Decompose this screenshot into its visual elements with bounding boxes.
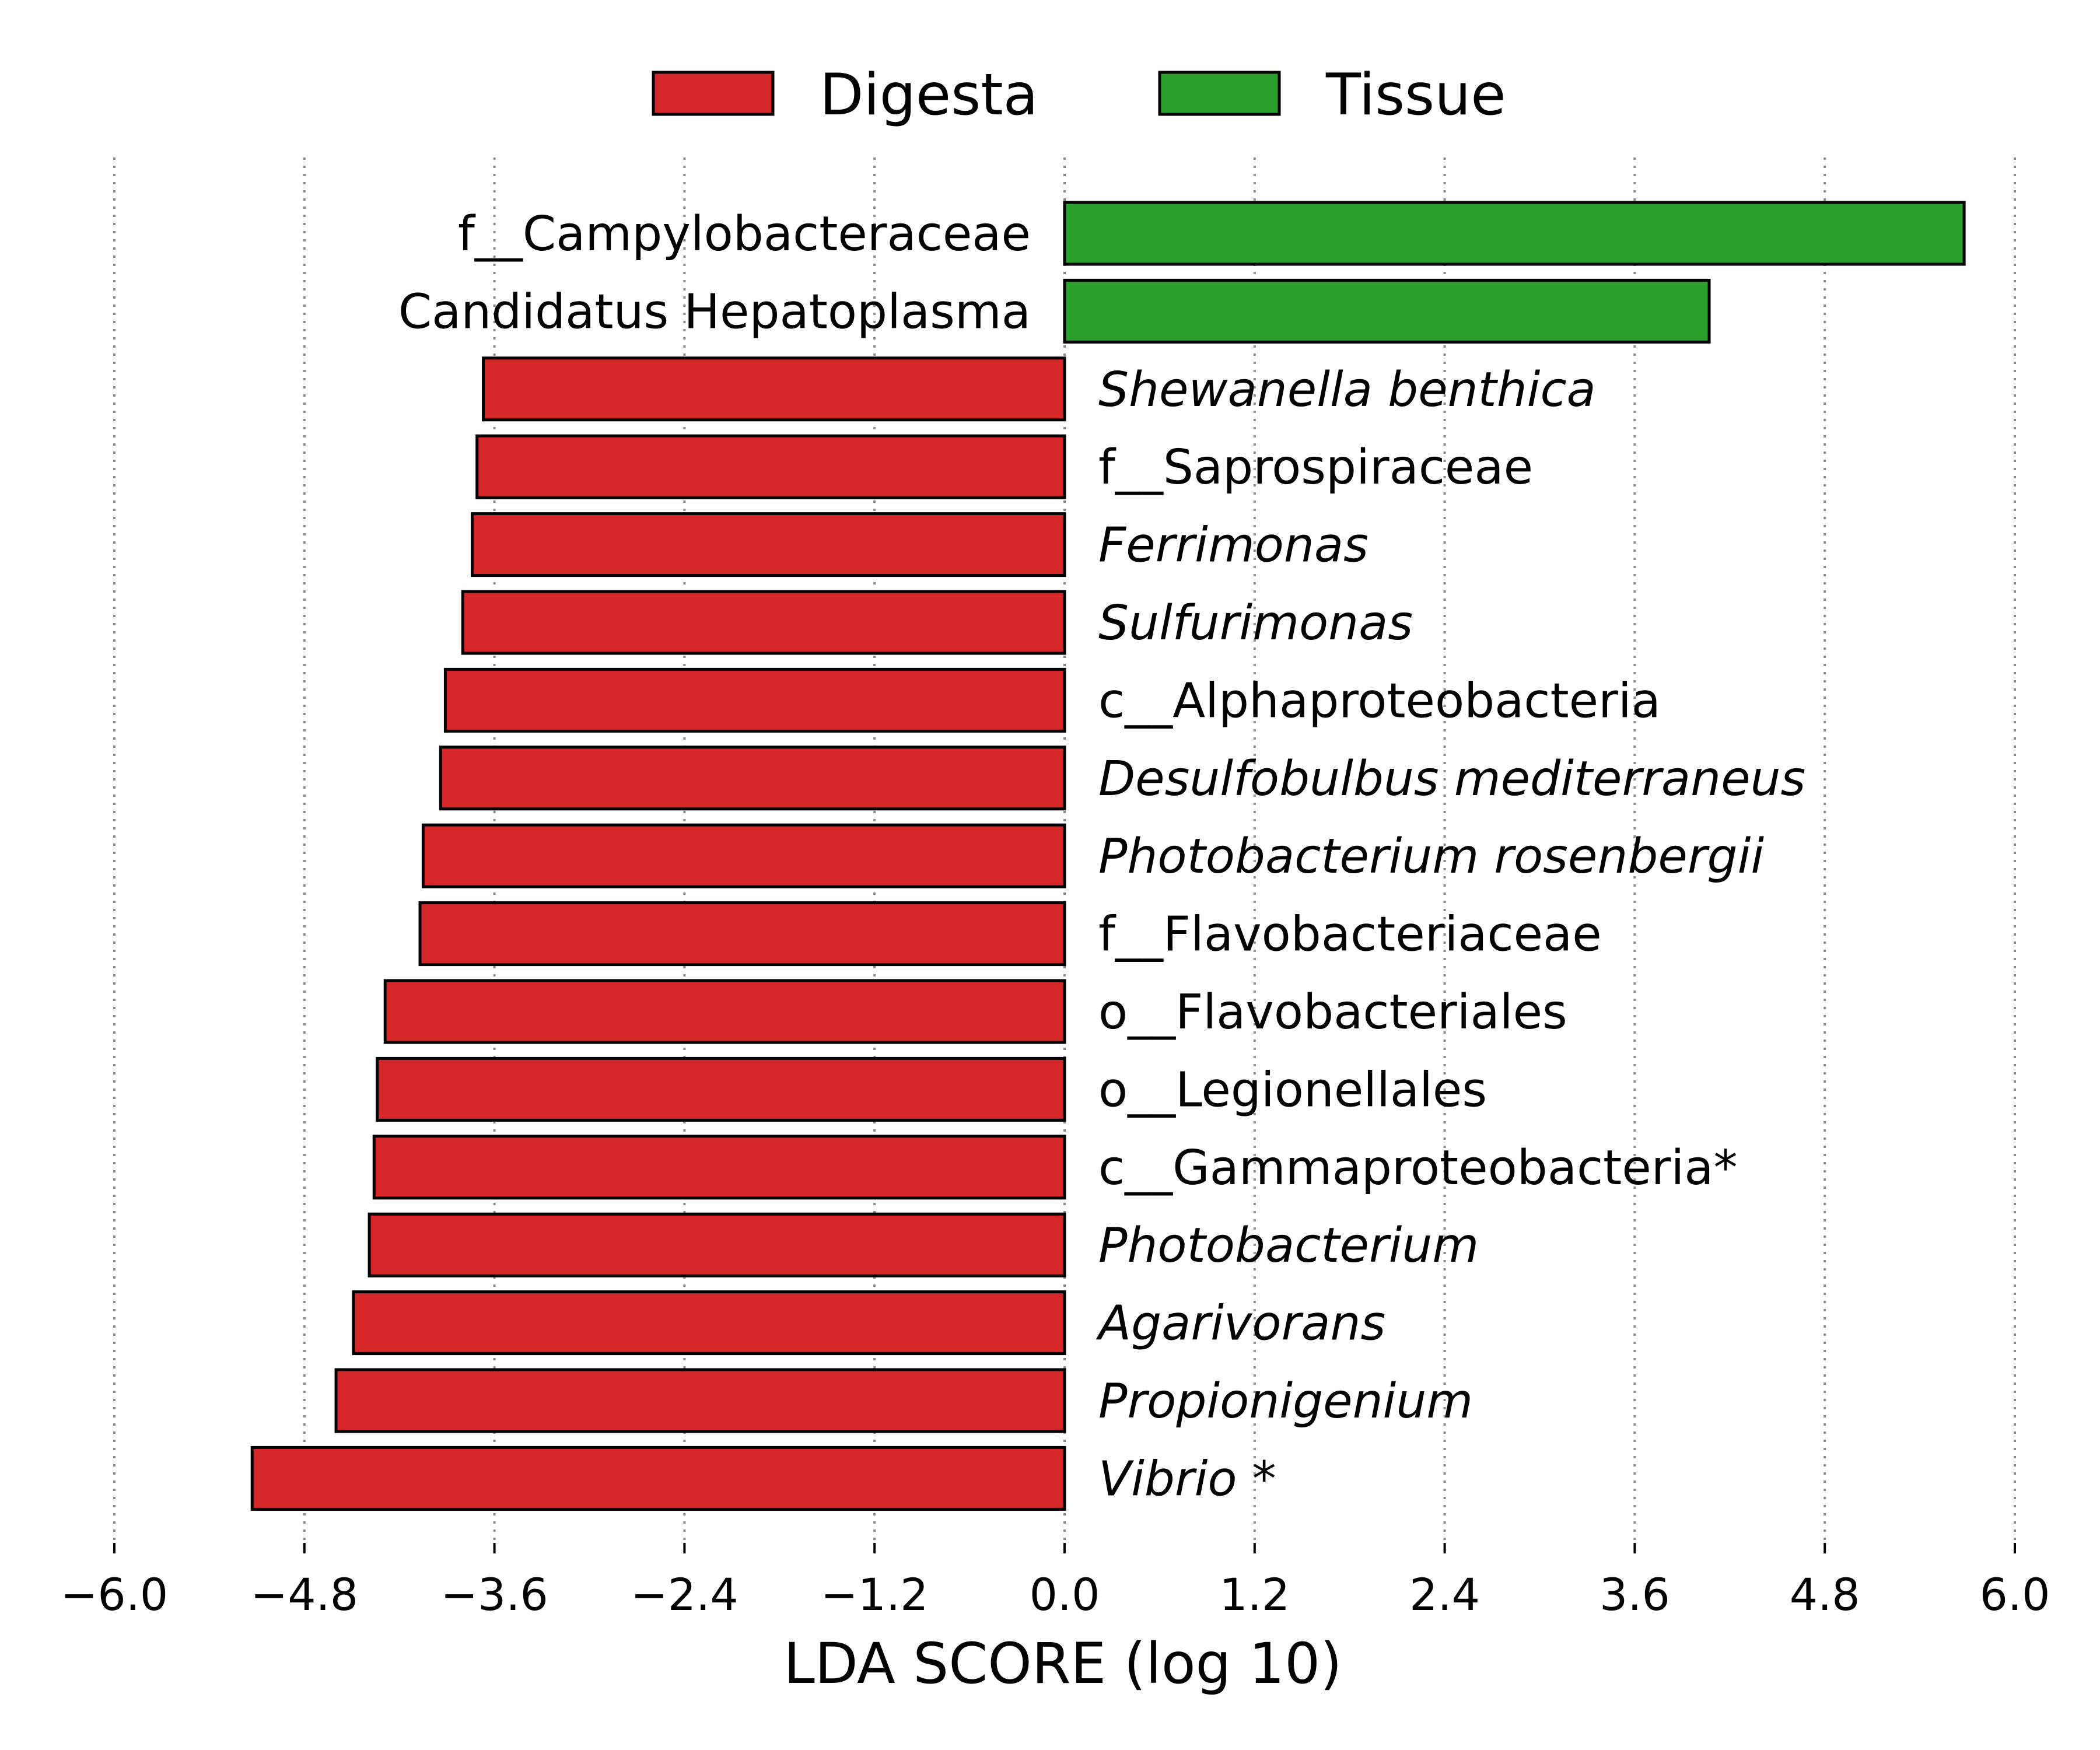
bar-digesta (352, 1290, 1066, 1356)
bar-tissue (1063, 278, 1711, 344)
bar-tissue (1063, 201, 1966, 266)
bar-label: Desulfobulbus mediterraneus (1098, 751, 1805, 807)
bar-label: Sulfurimonas (1098, 596, 1413, 651)
bar-digesta (376, 1056, 1066, 1122)
x-tick-label: −3.6 (440, 1569, 548, 1620)
bar-digesta (482, 356, 1066, 422)
legend-label: Digesta (820, 62, 1038, 128)
bar-digesta (368, 1212, 1066, 1278)
bar-label: f__Saprospiraceae (1098, 440, 1533, 495)
bar-label: Candidatus Hepatoplasma (398, 284, 1031, 340)
bar-label: Shewanella benthica (1098, 362, 1596, 418)
x-tick-label: 3.6 (1600, 1569, 1670, 1620)
legend-label: Tissue (1325, 62, 1506, 128)
legend: Digesta Tissue (652, 62, 1506, 128)
bar-digesta (383, 979, 1066, 1044)
x-tick-label: 2.4 (1409, 1569, 1480, 1620)
bar-label: c__Gammaproteobacteria* (1098, 1140, 1738, 1196)
bar-label: Propionigenium (1098, 1374, 1473, 1429)
bar-label: Photobacterium rosenbergii (1098, 829, 1764, 884)
bar-label: Vibrio * (1098, 1451, 1276, 1507)
bar-labels: f__Campylobacteraceae Candidatus Hepatopl… (398, 206, 1805, 1507)
x-tick-label: −1.2 (821, 1569, 929, 1620)
x-tick-label: −4.8 (251, 1569, 359, 1620)
bar-digesta (439, 746, 1066, 811)
bar-label: f__Flavobacteriaceae (1098, 907, 1602, 963)
x-axis-title: LDA SCORE (log 10) (783, 1631, 1342, 1696)
bar-digesta (418, 901, 1066, 967)
x-tick-label: 1.2 (1219, 1569, 1290, 1620)
bars (250, 201, 1966, 1511)
bar-label: o__Flavobacteriales (1098, 985, 1567, 1040)
legend-swatch-tissue (1158, 71, 1281, 116)
bar-digesta (372, 1135, 1066, 1200)
x-tick-label: −6.0 (61, 1569, 169, 1620)
bar-label: f__Campylobacteraceae (458, 206, 1031, 262)
bar-label: o__Legionellales (1098, 1062, 1487, 1118)
x-tick-label: 0.0 (1030, 1569, 1100, 1620)
bar-digesta (250, 1446, 1066, 1511)
bar-label: Agarivorans (1096, 1296, 1385, 1352)
bar-digesta (421, 823, 1066, 888)
x-tick-label: 6.0 (1980, 1569, 2050, 1620)
bar-label: c__Alphaproteobacteria (1098, 673, 1661, 729)
bar-digesta (334, 1368, 1066, 1433)
bar-digesta (475, 434, 1066, 499)
bar-label: Ferrimonas (1098, 518, 1368, 573)
legend-swatch-digesta (652, 71, 775, 116)
bar-digesta (461, 590, 1066, 655)
x-tick-label: −2.4 (631, 1569, 738, 1620)
bar-digesta (443, 667, 1066, 733)
bar-digesta (471, 512, 1066, 578)
x-tick-label: 4.8 (1790, 1569, 1860, 1620)
bar-label: Photobacterium (1098, 1218, 1479, 1273)
x-axis: −6.0 −4.8 −3.6 −2.4 −1.2 0.0 1.2 2.4 3.6 4.8 6.0 (61, 1543, 2050, 1620)
